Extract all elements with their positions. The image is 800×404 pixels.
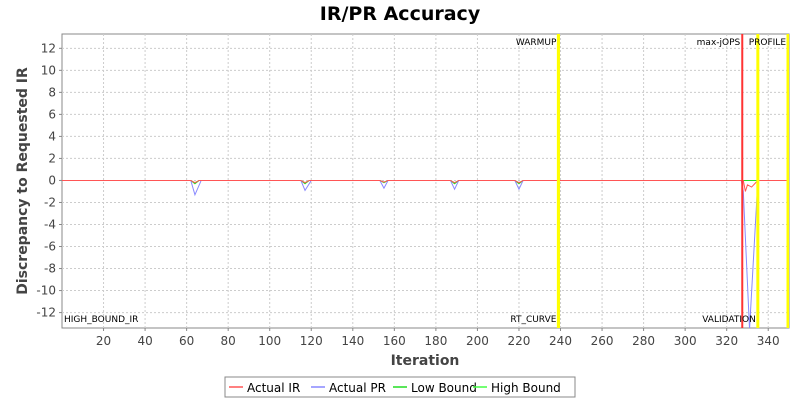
x-tick-label: 220 bbox=[508, 334, 531, 348]
series-line-actual-ir bbox=[62, 179, 789, 192]
y-tick-label: 0 bbox=[48, 173, 56, 187]
y-tick-label: -8 bbox=[44, 262, 56, 276]
x-tick-label: 160 bbox=[383, 334, 406, 348]
x-tick-label: 120 bbox=[300, 334, 323, 348]
x-tick-label: 20 bbox=[96, 334, 111, 348]
x-tick-label: 200 bbox=[466, 334, 489, 348]
x-tick-label: 260 bbox=[591, 334, 614, 348]
x-tick-label: 40 bbox=[137, 334, 152, 348]
y-tick-label: -10 bbox=[36, 284, 56, 298]
x-tick-label: 140 bbox=[341, 334, 364, 348]
marker-label: VALIDATION bbox=[702, 315, 756, 325]
plot-area bbox=[61, 33, 790, 329]
y-tick-label: 10 bbox=[41, 63, 56, 77]
x-tick-label: 100 bbox=[258, 334, 281, 348]
x-tick-label: 280 bbox=[632, 334, 655, 348]
y-tick-label: 6 bbox=[48, 107, 56, 121]
x-tick-label: 340 bbox=[757, 334, 780, 348]
x-tick-label: 300 bbox=[674, 334, 697, 348]
y-tick-label: -4 bbox=[44, 217, 56, 231]
y-tick-label: 4 bbox=[48, 129, 56, 143]
y-tick-label: -6 bbox=[44, 240, 56, 254]
x-tick-label: 60 bbox=[179, 334, 194, 348]
annotation-label: HIGH_BOUND_IR bbox=[64, 315, 138, 325]
legend: Actual IR Actual PR Low Bound High Bound bbox=[224, 376, 576, 398]
x-tick-label: 80 bbox=[221, 334, 236, 348]
y-tick-label: 2 bbox=[48, 151, 56, 165]
x-tick-label: 240 bbox=[549, 334, 572, 348]
y-axis-label: Discrepancy to Requested IR bbox=[15, 67, 31, 295]
x-tick-label: 320 bbox=[715, 334, 738, 348]
chart-title: IR/PR Accuracy bbox=[320, 3, 481, 25]
y-tick-label: 12 bbox=[41, 41, 56, 55]
x-tick-label: 180 bbox=[424, 334, 447, 348]
y-tick-label: -12 bbox=[36, 306, 56, 320]
legend-entry: Low Bound bbox=[411, 381, 477, 395]
marker-label: max-jOPS bbox=[697, 38, 741, 48]
marker-label: WARMUP bbox=[516, 38, 557, 48]
marker-label: PROFILE bbox=[749, 38, 787, 48]
legend-entry: Actual PR bbox=[329, 381, 386, 395]
y-tick-label: -2 bbox=[44, 195, 56, 209]
series-group bbox=[62, 34, 789, 328]
x-axis-label: Iteration bbox=[391, 353, 460, 369]
legend-entry: High Bound bbox=[491, 381, 561, 395]
y-tick-label: 8 bbox=[48, 85, 56, 99]
marker-label: RT_CURVE bbox=[510, 315, 556, 325]
legend-entry: Actual IR bbox=[247, 381, 300, 395]
